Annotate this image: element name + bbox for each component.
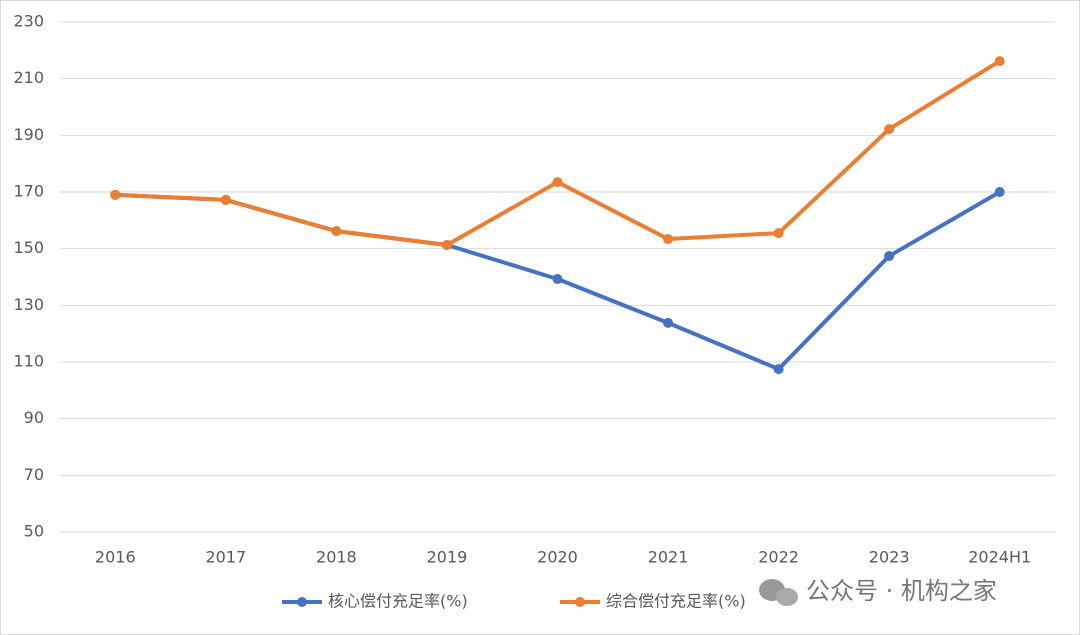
y-tick-label: 90: [24, 408, 44, 427]
data-point: [884, 251, 895, 262]
y-tick-label: 230: [13, 12, 44, 31]
x-tick-label: 2024H1: [968, 548, 1031, 567]
data-point: [331, 226, 342, 237]
data-point: [441, 239, 452, 250]
y-tick-label: 130: [13, 295, 44, 314]
x-tick-label: 2020: [537, 548, 578, 567]
legend-item: 核心偿付充足率(%): [282, 592, 468, 611]
x-tick-label: 2017: [205, 548, 246, 567]
data-point: [994, 56, 1005, 67]
data-point: [773, 228, 784, 239]
data-point: [552, 273, 563, 284]
data-point: [994, 187, 1005, 197]
x-tick-label: 2018: [316, 548, 357, 567]
y-tick-label: 210: [13, 68, 44, 87]
legend-item: 综合偿付充足率(%): [560, 592, 746, 611]
data-point: [220, 194, 231, 205]
data-point: [663, 234, 674, 245]
y-tick-label: 70: [24, 465, 44, 484]
y-tick-label: 50: [24, 522, 44, 541]
legend-label: 综合偿付充足率(%): [606, 592, 746, 611]
legend-label: 核心偿付充足率(%): [328, 592, 468, 611]
data-point: [884, 124, 895, 135]
x-tick-label: 2019: [427, 548, 468, 567]
y-tick-label: 170: [13, 182, 44, 201]
x-tick-label: 2016: [95, 548, 136, 567]
y-tick-label: 150: [13, 238, 44, 257]
y-tick-label: 190: [13, 125, 44, 144]
watermark-icon: [759, 579, 798, 606]
legend-marker: [297, 597, 307, 607]
data-point: [110, 189, 121, 200]
data-point: [773, 364, 784, 375]
y-tick-label: 110: [13, 352, 44, 371]
x-tick-label: 2023: [869, 548, 910, 567]
data-point: [552, 177, 563, 188]
x-tick-label: 2021: [648, 548, 689, 567]
x-tick-label: 2022: [758, 548, 799, 567]
legend-marker: [575, 597, 585, 607]
data-point: [663, 317, 674, 328]
watermark: 公众号 · 机构之家: [806, 577, 997, 605]
